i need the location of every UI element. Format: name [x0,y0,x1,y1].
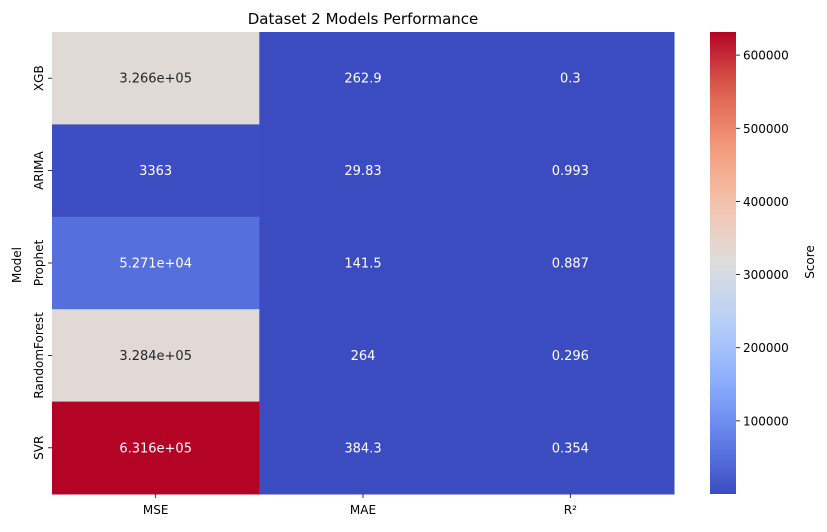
heatmap-cell-svr-mse [52,401,260,495]
colorbar-gradient [710,32,736,494]
y-axis-label: Model [10,247,24,283]
cell-value-label: 3363 [139,164,172,179]
heatmap-cell-svr-r [466,401,675,495]
colorbar-tick-label: 600000 [743,49,789,63]
colorbar-tick-label: 300000 [743,268,789,282]
heatmap-cell-randomforest-mae [259,309,468,403]
heatmap-cell-xgb-mae [259,32,468,125]
x-axis: MSE MAE R² [143,494,577,517]
cell-value-label: 5.271e+04 [119,257,192,272]
colorbar-tick-label: 500000 [743,122,789,136]
colorbar-tick-label: 400000 [743,195,789,209]
x-tick-label-mse: MSE [143,503,169,517]
heatmap-cell-arima-r [466,124,675,218]
y-tick-label-arima: ARIMA [32,150,46,189]
heatmap-cell-svr-mae [259,401,468,495]
heatmap-cell-randomforest-r [466,309,675,403]
cell-value-label: 3.266e+05 [119,72,192,87]
cell-value-label: 262.9 [344,72,381,87]
cell-value-label: 0.993 [552,164,589,179]
heatmap-cell-xgb-mse [52,32,260,125]
cell-value-label: 0.296 [552,349,589,364]
heatmap-cell-xgb-r [466,32,675,125]
heatmap-cell-prophet-mse [52,216,260,310]
colorbar-tick-label: 200000 [743,341,789,355]
y-axis: XGB ARIMA Prophet RandomForest SVR [32,65,52,460]
y-tick-label-prophet: Prophet [32,240,46,287]
cell-value-label: 3.284e+05 [119,349,192,364]
heatmap-cell-prophet-mae [259,216,468,310]
heatmap-cell-arima-mae [259,124,468,218]
heatmap-cells [52,32,675,495]
cell-value-label: 29.83 [344,164,381,179]
x-tick-label-mae: MAE [350,503,376,517]
x-tick-label-r: R² [564,503,577,517]
y-tick-label-randomforest: RandomForest [32,312,46,399]
cell-value-label: 0.887 [552,257,589,272]
heatmap-cell-prophet-r [466,216,675,310]
cell-value-label: 6.316e+05 [119,441,192,456]
colorbar: 100000 200000 300000 400000 500000 600000 [710,32,789,494]
cell-value-label: 384.3 [344,441,381,456]
y-tick-label-xgb: XGB [32,65,46,91]
cell-value-label: 264 [351,349,376,364]
heatmap-cell-randomforest-mse [52,309,260,403]
cell-value-label: 0.3 [560,72,581,87]
y-tick-label-svr: SVR [32,436,46,460]
colorbar-label: Score [803,245,817,279]
cell-labels: 3.266e+05 262.9 0.3 3363 29.83 0.993 5.271e+04… [119,72,589,457]
colorbar-tick-label: 100000 [743,414,789,428]
cell-value-label: 141.5 [344,257,381,272]
cell-value-label: 0.354 [552,441,589,456]
heatmap-cell-arima-mse [52,124,260,218]
chart-title: Dataset 2 Models Performance [248,10,479,28]
